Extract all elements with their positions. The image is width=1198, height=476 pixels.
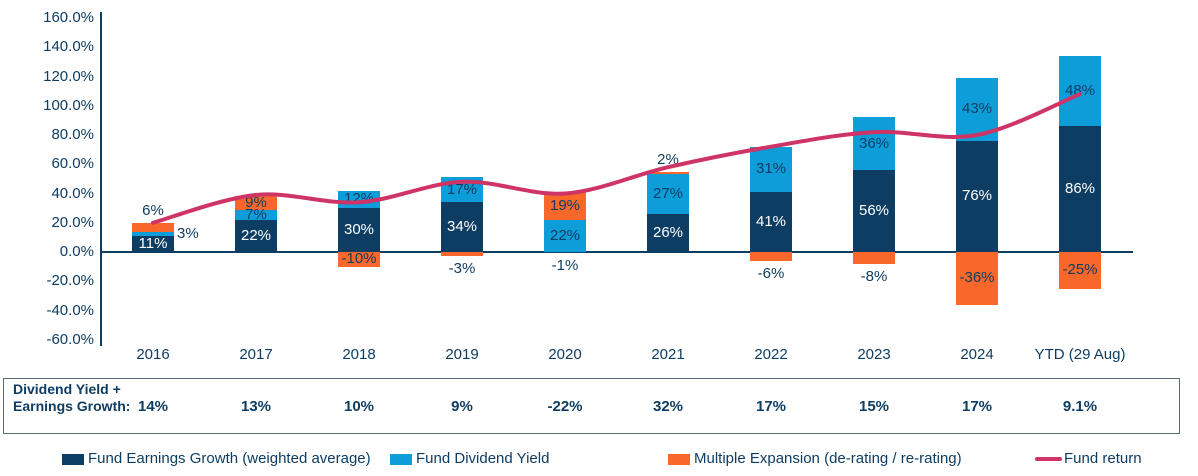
y-axis-tick-label: 160.0% — [43, 9, 94, 26]
summary-value: 13% — [240, 398, 272, 415]
summary-row-label-line2: Earnings Growth: — [13, 398, 131, 414]
bar-value-label: 34% — [446, 218, 478, 236]
legend-item-dividend: Fund Dividend Yield — [390, 451, 549, 467]
y-axis-tick-label: 20.0% — [51, 213, 94, 231]
bar-value-label: 11% — [138, 234, 168, 252]
bar-2016-expansion — [132, 222, 174, 232]
bar-2016-dividend — [132, 231, 174, 236]
bar-value-label: 26% — [652, 223, 684, 241]
legend-swatch-dividend-icon — [390, 453, 412, 465]
summary-value: 9.1% — [1062, 398, 1098, 415]
summary-table — [3, 378, 1180, 434]
y-axis-tick-label: -20.0% — [46, 272, 94, 290]
bar-value-label: 6% — [142, 201, 164, 219]
bar-2024-expansion — [956, 252, 998, 305]
bar-value-label: 86% — [1064, 180, 1096, 198]
y-axis-tick-label: 100.0% — [43, 96, 94, 114]
bar-value-label: -36% — [959, 269, 995, 287]
x-axis-year-label: 2016 — [136, 346, 170, 363]
bar-value-label: 56% — [858, 202, 890, 220]
x-axis-year-label: 2020 — [548, 346, 582, 363]
summary-value: 14% — [137, 398, 169, 415]
bar-2019-expansion — [441, 252, 483, 257]
bar-value-label: 27% — [652, 185, 684, 203]
y-axis-tick-label: 0.0% — [59, 243, 94, 260]
summary-value: 17% — [755, 398, 787, 415]
legend-label-earnings: Fund Earnings Growth (weighted average) — [88, 450, 371, 467]
y-axis-tick-label: 40.0% — [51, 184, 94, 202]
legend-label-expansion: Multiple Expansion (de-rating / re-ratin… — [694, 450, 962, 467]
x-axis-year-label: 2022 — [754, 346, 788, 363]
bar-value-label: 41% — [755, 213, 787, 231]
bar-2017-earnings — [235, 219, 277, 252]
summary-value: 32% — [652, 398, 684, 415]
bar-value-label: -8% — [860, 267, 888, 285]
y-axis-tick-label: -60.0% — [46, 330, 94, 348]
bar-value-label: 76% — [961, 187, 993, 205]
bar-value-label: -6% — [757, 264, 785, 282]
summary-value: 10% — [343, 398, 375, 415]
summary-row-label-line1: Dividend Yield + — [13, 381, 121, 397]
bar-value-label: -3% — [448, 260, 476, 278]
y-axis-line — [100, 12, 102, 346]
bar-value-label: 36% — [858, 134, 890, 152]
summary-row-label: Dividend Yield + Earnings Growth: — [13, 381, 130, 415]
x-axis-year-label: YTD (29 Aug) — [1034, 346, 1126, 363]
legend-swatch-fund-return-icon — [1035, 457, 1062, 461]
y-axis-tick-label: 140.0% — [43, 38, 94, 56]
legend-swatch-expansion-icon — [668, 453, 690, 465]
bar-value-label: 48% — [1064, 82, 1096, 100]
summary-value: -22% — [547, 398, 583, 415]
x-axis-year-label: 2024 — [960, 346, 994, 363]
bar-2020-dividend — [544, 219, 586, 252]
x-axis-year-label: 2019 — [445, 346, 479, 363]
legend-label-dividend: Fund Dividend Yield — [416, 450, 550, 467]
legend-item-fund-return: Fund return — [1035, 451, 1142, 467]
bar-value-label: 3% — [177, 224, 199, 242]
summary-value: 15% — [858, 398, 890, 415]
bar-value-label: 17% — [446, 180, 478, 198]
bar-2023-expansion — [853, 252, 895, 264]
bar-YTD (29 Aug)-expansion — [1059, 252, 1101, 289]
bar-2016-earnings — [132, 235, 174, 252]
bar-value-label: 12% — [343, 190, 375, 208]
bar-2022-expansion — [750, 252, 792, 261]
x-axis-year-label: 2018 — [342, 346, 376, 363]
x-axis-year-label: 2021 — [651, 346, 685, 363]
bar-value-label: -10% — [341, 250, 377, 268]
bar-value-label: 22% — [549, 226, 581, 244]
bar-value-label: 31% — [755, 160, 787, 178]
bar-2021-expansion — [647, 171, 689, 175]
bar-value-label: -25% — [1062, 261, 1098, 279]
bar-value-label: 9% — [245, 194, 267, 211]
summary-value: 9% — [451, 398, 473, 415]
y-axis-tick-label: -40.0% — [46, 301, 94, 319]
summary-value: 17% — [961, 398, 993, 415]
legend-label-fund-return: Fund return — [1064, 450, 1142, 467]
bar-value-label: 30% — [343, 221, 375, 239]
bar-value-label: 19% — [549, 196, 581, 214]
legend-swatch-earnings-icon — [62, 453, 84, 465]
bar-2018-expansion — [338, 252, 380, 267]
x-axis-year-label: 2017 — [239, 346, 273, 363]
bar-2020-earnings — [544, 252, 586, 254]
legend-item-earnings: Fund Earnings Growth (weighted average) — [62, 451, 371, 467]
y-axis-tick-label: 120.0% — [43, 67, 94, 85]
y-axis-tick-label: 60.0% — [51, 155, 94, 173]
bar-value-label: 22% — [240, 226, 272, 244]
fund-return-line — [151, 92, 1082, 225]
y-axis-tick-label: 80.0% — [51, 126, 94, 143]
x-axis-year-label: 2023 — [857, 346, 891, 363]
bar-value-label: -1% — [551, 257, 579, 275]
bar-value-label: 43% — [961, 100, 993, 118]
bar-value-label: 2% — [657, 150, 679, 168]
zero-baseline — [100, 251, 1133, 253]
legend-item-expansion: Multiple Expansion (de-rating / re-ratin… — [668, 451, 962, 467]
